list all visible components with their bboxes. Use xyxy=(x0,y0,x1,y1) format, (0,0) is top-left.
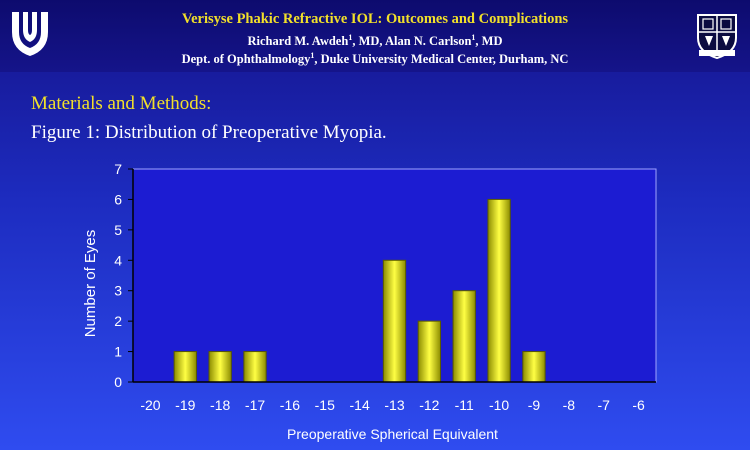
x-tick-label: -19 xyxy=(175,397,195,413)
figure-title: Figure 1: Distribution of Preoperative M… xyxy=(31,122,387,143)
bar xyxy=(417,320,442,383)
y-tick-label: 1 xyxy=(114,344,122,360)
x-tick-label: -9 xyxy=(528,397,541,413)
x-tick-label: -10 xyxy=(489,397,509,413)
x-tick-label: -12 xyxy=(419,397,439,413)
x-tick-label: -14 xyxy=(350,397,370,413)
y-tick-label: 5 xyxy=(114,222,122,238)
section-title: Materials and Methods: xyxy=(31,93,212,114)
header-bar xyxy=(0,0,750,72)
bar xyxy=(452,290,476,383)
y-tick-label: 2 xyxy=(114,313,122,329)
bar xyxy=(382,259,407,383)
x-tick-label: -15 xyxy=(315,397,335,413)
y-axis-label: Number of Eyes xyxy=(82,230,99,338)
x-tick-label: -20 xyxy=(140,397,160,413)
x-tick-label: -7 xyxy=(597,397,610,413)
affiliation-line: Dept. of Ophthalmology1, Duke University… xyxy=(181,51,569,67)
author-line: Richard M. Awdeh1, MD, Alan N. Carlson1,… xyxy=(247,33,503,49)
duke-crest-icon xyxy=(695,12,739,60)
x-tick-label: -6 xyxy=(632,397,645,413)
bar xyxy=(522,351,546,383)
poster-title: Verisyse Phakic Refractive IOL: Outcomes… xyxy=(181,11,569,27)
x-axis-label: Preoperative Spherical Equivalent xyxy=(287,426,498,442)
x-tick-label: -8 xyxy=(563,397,576,413)
x-tick-label: -13 xyxy=(384,397,404,413)
x-tick-label: -17 xyxy=(245,397,265,413)
y-tick-label: 3 xyxy=(114,283,122,299)
y-tick-label: 6 xyxy=(114,191,122,207)
bar xyxy=(487,198,511,383)
bar xyxy=(243,351,267,383)
x-tick-label: -16 xyxy=(280,397,300,413)
y-tick-label: 4 xyxy=(114,252,122,268)
bar xyxy=(208,351,232,383)
y-tick-label: 7 xyxy=(114,161,122,177)
y-tick-label: 0 xyxy=(114,374,122,390)
x-tick-label: -18 xyxy=(210,397,230,413)
bar xyxy=(173,351,197,383)
duke-health-logo-icon xyxy=(10,10,50,58)
x-tick-label: -11 xyxy=(455,397,474,413)
